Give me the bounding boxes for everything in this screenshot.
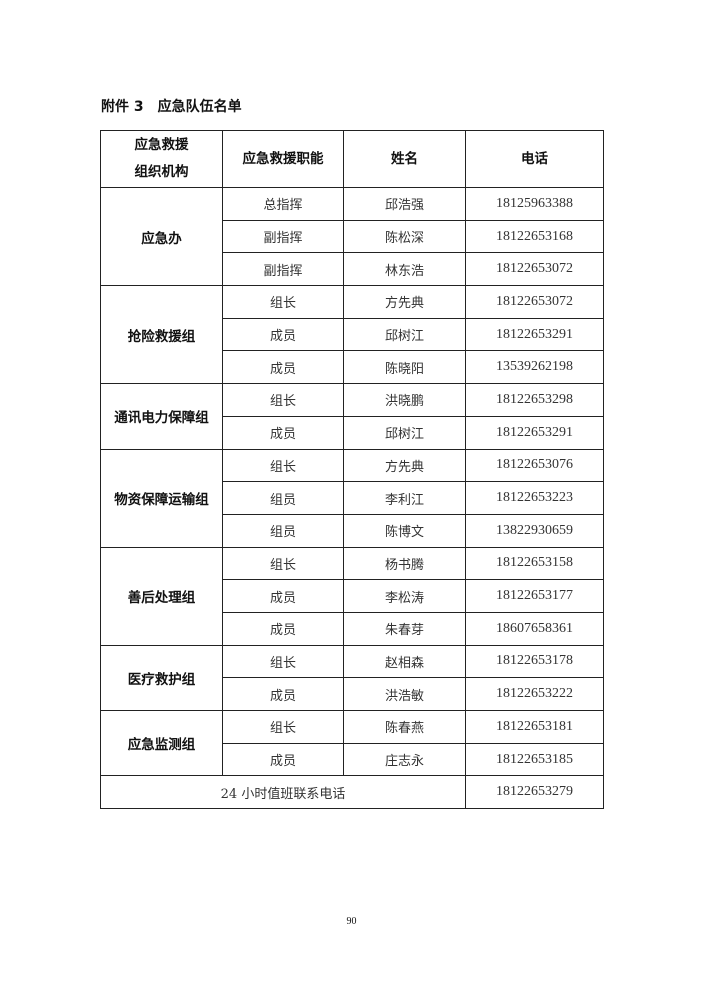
org-cell: 物资保障运输组 <box>100 448 223 548</box>
org-cell: 善后处理组 <box>100 546 223 646</box>
name-cell: 邱浩强 <box>343 187 466 221</box>
phone-cell: 18122653291 <box>465 415 604 450</box>
header-name: 姓名 <box>343 130 466 188</box>
table-row: 成员 洪浩敏 18122653222 <box>101 677 604 711</box>
role-cell: 总指挥 <box>222 187 344 221</box>
role-cell: 成员 <box>222 677 344 711</box>
header-org: 应急救援 组织机构 <box>100 130 223 188</box>
role-cell: 成员 <box>222 611 344 646</box>
name-cell: 朱春芽 <box>343 611 466 646</box>
phone-cell: 18122653178 <box>465 644 604 679</box>
role-cell: 成员 <box>222 415 344 450</box>
role-cell: 组长 <box>222 383 344 417</box>
table-row: 成员 邱树江 18122653291 <box>101 415 604 450</box>
table-row: 通讯电力保障组 组长 洪晓鹏 18122653298 <box>100 383 604 450</box>
phone-cell: 18122653181 <box>465 710 604 744</box>
phone-cell: 13822930659 <box>465 513 604 548</box>
name-cell: 陈春燕 <box>343 710 466 744</box>
table-row: 物资保障运输组 组长 方先典 18122653076 <box>100 448 604 548</box>
header-org-line1: 应急救援 <box>134 137 189 153</box>
phone-cell: 18122653168 <box>465 219 604 254</box>
table-row: 成员 庄志永 18122653185 <box>101 742 604 777</box>
hotline-label: 24 小时值班联系电话 <box>100 775 466 810</box>
table-row: 善后处理组 组长 杨书腾 18122653158 <box>100 546 604 646</box>
emergency-team-table: 应急救援组织机构 应急救援职能 姓名 电话 应急办 总指挥 邱浩强 181259633… <box>100 130 604 810</box>
role-cell: 成员 <box>222 317 344 352</box>
header-role: 应急救援职能 <box>222 130 344 188</box>
name-cell: 杨书腾 <box>343 546 466 581</box>
table-row: 应急监测组 组长 陈春燕 18122653181 <box>100 709 604 777</box>
phone-cell: 18125963388 <box>465 187 604 221</box>
table-row: 成员 陈晓阳 13539262198 <box>101 350 604 385</box>
role-cell: 副指挥 <box>222 252 344 287</box>
table-row: 组员 李利江 18122653223 <box>101 481 604 515</box>
table-header-row: 应急救援组织机构 应急救援职能 姓名 电话 <box>100 130 604 188</box>
table-row: 组员 陈博文 13822930659 <box>101 513 604 548</box>
phone-cell: 18122653223 <box>465 481 604 515</box>
phone-cell: 18122653291 <box>465 317 604 352</box>
name-cell: 林东浩 <box>343 252 466 287</box>
name-cell: 李利江 <box>343 481 466 515</box>
name-cell: 方先典 <box>343 448 466 483</box>
phone-cell: 18122653298 <box>465 383 604 417</box>
name-cell: 洪浩敏 <box>343 677 466 711</box>
phone-cell: 18607658361 <box>465 611 604 646</box>
phone-cell: 18122653177 <box>465 579 604 613</box>
role-cell: 组员 <box>222 513 344 548</box>
role-cell: 组长 <box>222 546 344 581</box>
role-cell: 组长 <box>222 644 344 679</box>
table-row: 副指挥 林东浩 18122653072 <box>101 252 604 287</box>
name-cell: 陈松深 <box>343 219 466 254</box>
role-cell: 副指挥 <box>222 219 344 254</box>
name-cell: 赵相森 <box>343 644 466 679</box>
phone-cell: 18122653185 <box>465 742 604 777</box>
org-cell: 应急监测组 <box>100 709 223 777</box>
document-title: 附件 3 应急队伍名单 <box>101 99 242 115</box>
table-row: 医疗救护组 组长 赵相森 18122653178 <box>100 644 604 712</box>
name-cell: 邱树江 <box>343 415 466 450</box>
phone-cell: 18122653072 <box>465 285 604 319</box>
phone-cell: 13539262198 <box>465 350 604 385</box>
role-cell: 成员 <box>222 350 344 385</box>
phone-cell: 18122653072 <box>465 252 604 287</box>
role-cell: 成员 <box>222 579 344 613</box>
table-row: 应急办 总指挥 邱浩强 18125963388 <box>100 186 604 287</box>
table-row: 成员 朱春芽 18607658361 <box>101 611 604 646</box>
role-cell: 组长 <box>222 710 344 744</box>
role-cell: 组长 <box>222 448 344 483</box>
name-cell: 庄志永 <box>343 742 466 777</box>
phone-cell: 18122653222 <box>465 677 604 711</box>
hotline-row: 24 小时值班联系电话 18122653279 <box>100 775 604 810</box>
name-cell: 方先典 <box>343 285 466 319</box>
hotline-phone: 18122653279 <box>465 775 604 810</box>
phone-cell: 18122653076 <box>465 448 604 483</box>
role-cell: 成员 <box>222 742 344 777</box>
table-row: 成员 邱树江 18122653291 <box>101 317 604 352</box>
page-number: 90 <box>346 916 357 927</box>
name-cell: 邱树江 <box>343 317 466 352</box>
name-cell: 李松涛 <box>343 579 466 613</box>
phone-cell: 18122653158 <box>465 546 604 581</box>
org-cell: 医疗救护组 <box>100 644 223 712</box>
role-cell: 组员 <box>222 481 344 515</box>
name-cell: 洪晓鹏 <box>343 383 466 417</box>
org-cell: 抢险救援组 <box>100 285 223 385</box>
table-row: 成员 李松涛 18122653177 <box>101 579 604 613</box>
table-row: 抢险救援组 组长 方先典 18122653072 <box>100 285 604 385</box>
org-cell: 应急办 <box>100 186 223 287</box>
name-cell: 陈晓阳 <box>343 350 466 385</box>
header-org-line2: 组织机构 <box>134 164 189 180</box>
name-cell: 陈博文 <box>343 513 466 548</box>
org-cell: 通讯电力保障组 <box>100 383 223 450</box>
role-cell: 组长 <box>222 285 344 319</box>
table-row: 副指挥 陈松深 18122653168 <box>101 219 604 254</box>
header-phone: 电话 <box>465 130 604 188</box>
